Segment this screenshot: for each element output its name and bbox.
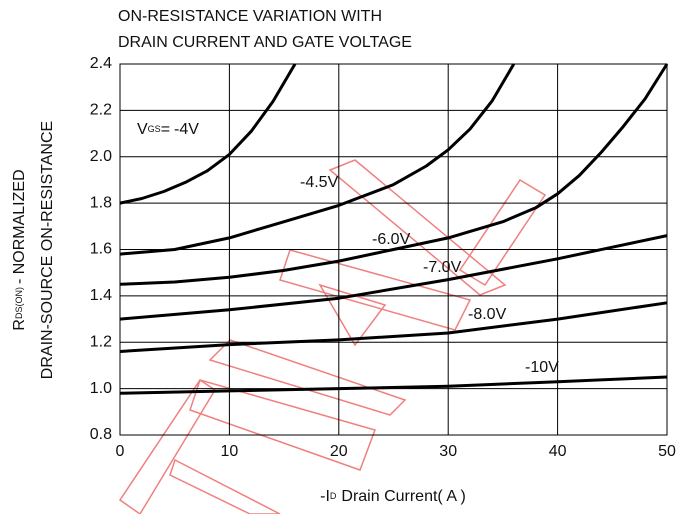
- y-tick-label: 1.8: [90, 194, 112, 211]
- subscript: D: [330, 491, 337, 501]
- title-line: DRAIN CURRENT AND GATE VOLTAGE: [118, 34, 412, 51]
- plot-frame: [119, 63, 668, 436]
- series-name: -8.0V: [468, 306, 507, 323]
- x-axis-label: -ID Drain Current( A ): [320, 488, 466, 505]
- x-tick-label: 30: [439, 443, 457, 460]
- series-label: -8.0V: [468, 306, 507, 323]
- series-line: [119, 63, 669, 286]
- y-tick-label: 1.0: [90, 380, 112, 397]
- rest: Drain Current( A ): [341, 488, 465, 505]
- y-tick-label: 2.4: [90, 55, 112, 72]
- series-name: -6.0V: [372, 231, 411, 248]
- x-tick-label: 40: [549, 443, 567, 460]
- x-tick-label: 0: [116, 443, 125, 460]
- x-tick-label: 50: [658, 443, 676, 460]
- title: ON-RESISTANCE VARIATION WITH DRAIN CURRE…: [118, 8, 412, 51]
- watermark: [118, 159, 547, 514]
- y-label-line: RDS(ON) - NORMALIZED: [11, 169, 28, 330]
- subscript: DS(ON): [14, 287, 24, 319]
- series-label: -6.0V: [372, 231, 411, 248]
- series-label: -10V: [525, 359, 559, 376]
- y-tick-label: 0.8: [90, 426, 112, 443]
- series-line: [119, 301, 668, 353]
- series-name: -10V: [525, 359, 559, 376]
- prefix-sep: =: [161, 121, 170, 138]
- series-line: [119, 63, 516, 256]
- series-line: [119, 63, 297, 205]
- series-label: -4.5V: [300, 174, 339, 191]
- y-tick-label: 1.6: [90, 241, 112, 258]
- series-line: [119, 375, 668, 395]
- y-tick-label: 2.0: [90, 148, 112, 165]
- y-tick-label: 2.2: [90, 102, 112, 119]
- series-label: -7.0V: [423, 259, 462, 276]
- y-axis-label: RDS(ON) - NORMALIZED DRAIN-SOURCE ON-RESI…: [11, 121, 56, 379]
- series-name: -4.5V: [300, 174, 339, 191]
- symbol: R: [11, 319, 28, 331]
- x-tick-label: 10: [221, 443, 239, 460]
- x-tick-label: 20: [330, 443, 348, 460]
- prefix-subscript: GS: [148, 124, 161, 134]
- y-tick-label: 1.2: [90, 333, 112, 350]
- series-line: [119, 234, 668, 321]
- series-label: VGS= -4V: [137, 121, 199, 138]
- title-line: ON-RESISTANCE VARIATION WITH: [118, 8, 382, 25]
- rest: - NORMALIZED: [11, 169, 28, 284]
- series-name: -4V: [174, 121, 199, 138]
- y-tick-label: 1.4: [90, 287, 112, 304]
- symbol: -I: [320, 488, 330, 505]
- series-name: -7.0V: [423, 259, 462, 276]
- prefix-symbol: V: [137, 121, 148, 138]
- y-label-line: DRAIN-SOURCE ON-RESISTANCE: [39, 121, 56, 379]
